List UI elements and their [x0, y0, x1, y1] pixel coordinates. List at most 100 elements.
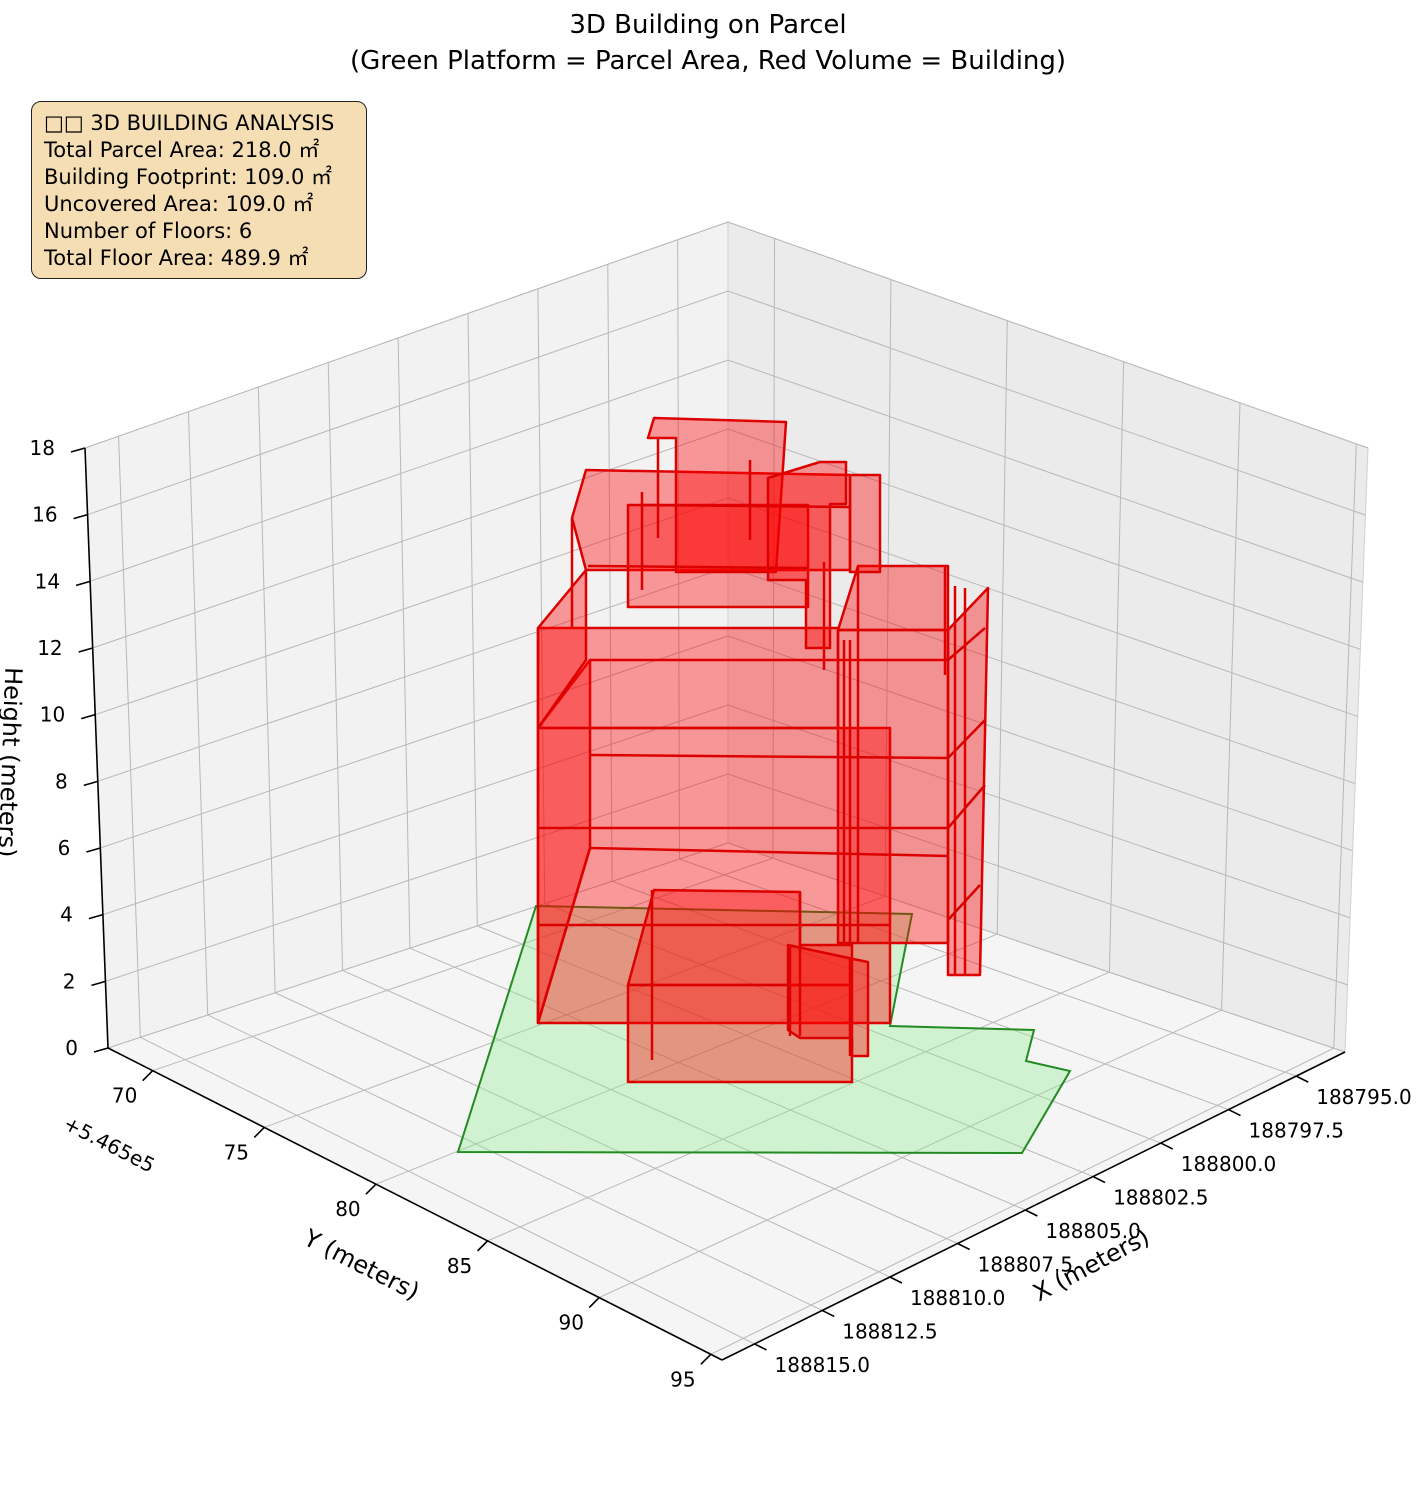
x-tick [754, 1343, 767, 1351]
floor-line [536, 847, 592, 1024]
y-tick-label: 70 [112, 1084, 137, 1108]
x-tick-label: 188795.0 [1316, 1085, 1411, 1109]
building-volume [536, 416, 990, 1084]
y-gridline-wall [772, 238, 776, 859]
z-tick-label: 0 [65, 1036, 78, 1060]
x-gridline-wall [397, 337, 411, 949]
x-gridline-floor [207, 1014, 823, 1311]
x-gridline-floor [274, 992, 891, 1278]
x-gridline-wall [118, 436, 141, 1038]
z-tick [81, 713, 96, 720]
floor-line [639, 503, 851, 509]
y-axis-label: Y (meters) [298, 1223, 424, 1305]
x-gridline-wall [607, 264, 613, 882]
x-tick-label: 188800.0 [1181, 1152, 1276, 1176]
y-gridline-floor [710, 1047, 1335, 1355]
x-tick-label: 188797.5 [1249, 1119, 1344, 1143]
y-tick [253, 1126, 265, 1138]
y-gridline-floor [375, 933, 998, 1185]
info-line: Uncovered Area: 109.0 ㎡ [44, 192, 314, 216]
z-tick [86, 847, 101, 853]
x-gridline-floor [140, 1036, 755, 1345]
x-gridline-floor [611, 880, 1229, 1111]
x-tick [821, 1309, 835, 1318]
floor-line [589, 846, 949, 858]
x-tick [889, 1276, 903, 1284]
y-gridline-floor [598, 1009, 1222, 1299]
building-block-front-right [786, 943, 870, 1058]
y-offset-label: +5.465e5 [60, 1111, 159, 1177]
z-tick [73, 513, 88, 520]
info-line: Total Floor Area: 489.9 ㎡ [44, 246, 309, 270]
y-tick-label: 95 [670, 1367, 695, 1391]
floor-line [590, 627, 986, 662]
z-tick [88, 913, 104, 920]
analysis-info-box: □□ 3D BUILDING ANALYSIS Total Parcel Are… [31, 101, 367, 279]
y-axis-line [107, 1047, 723, 1361]
z-gridline [105, 773, 1348, 986]
x-gridline-floor [477, 925, 1094, 1178]
tick-labels: 0 2 4 6 8 10 12 14 16 18 70 75 80 85 90 95 188795.0 18879… [30, 436, 1412, 1391]
x-tick-label: 188802.5 [1113, 1186, 1208, 1210]
z-tick [75, 580, 91, 587]
y-tick-label: 75 [224, 1140, 249, 1164]
building-block-right-top [836, 564, 950, 632]
building-block-right-side [946, 586, 990, 977]
y-gridline-floor [487, 971, 1110, 1242]
y-gridline-wall [884, 279, 892, 897]
z-axis-label: Height (meters) [0, 667, 27, 858]
z-tick-label: 8 [55, 769, 68, 793]
building-block-upper-side [536, 568, 588, 730]
z-tick-label: 14 [35, 569, 60, 593]
x-tick-label: 188810.0 [910, 1286, 1005, 1310]
z-gridline [92, 428, 1361, 650]
z-tick-label: 2 [63, 969, 76, 993]
y-gridline-wall [996, 320, 1008, 935]
x-gridline-wall [467, 313, 478, 926]
x-gridline-floor [679, 858, 1297, 1077]
x-tick-label: 188815.0 [775, 1353, 870, 1377]
y-tick [365, 1183, 377, 1195]
x-tick [1160, 1142, 1174, 1150]
y-gridline-wall [1333, 443, 1357, 1049]
floor-line [589, 719, 986, 760]
info-line: Total Parcel Area: 218.0 ㎡ [44, 138, 320, 162]
z-gridline [89, 359, 1364, 583]
x-tick [1092, 1175, 1106, 1184]
z-gridline [95, 497, 1358, 717]
y-tick [476, 1240, 489, 1252]
z-tick-label: 4 [60, 903, 73, 927]
y-tick [142, 1070, 154, 1082]
z-gridline [102, 704, 1351, 919]
axes [84, 447, 1346, 1361]
z-gridline [84, 221, 1369, 449]
y-gridline-wall [1108, 361, 1125, 973]
building-block-roof-right2 [848, 473, 882, 574]
z-tick [93, 1047, 109, 1053]
x-axis-line [721, 1051, 1346, 1361]
y-tick-label: 85 [447, 1254, 472, 1278]
parcel-platform [456, 904, 1072, 1155]
x-tick-label: 188807.5 [978, 1252, 1073, 1276]
tick-marks [70, 447, 1309, 1365]
x-gridline-wall [327, 362, 344, 971]
building-block-roof-right [766, 460, 848, 650]
y-tick [700, 1353, 712, 1365]
y-tick-label: 80 [335, 1197, 360, 1221]
info-line: Number of Floors: 6 [44, 219, 253, 243]
y-tick-label: 90 [558, 1311, 583, 1335]
x-gridline-floor [409, 947, 1026, 1211]
z-axis-line [84, 447, 109, 1049]
y-gridline-floor [264, 895, 886, 1128]
y-tick [588, 1297, 600, 1309]
info-heading: □□ 3D BUILDING ANALYSIS [44, 111, 335, 135]
z-gridline [87, 290, 1366, 516]
x-gridline-wall [257, 387, 276, 993]
z-tick-label: 16 [32, 503, 57, 527]
z-tick-label: 12 [37, 636, 62, 660]
info-line: Building Footprint: 109.0 ㎡ [44, 165, 333, 189]
z-tick [78, 647, 93, 653]
z-tick-label: 18 [30, 436, 55, 460]
